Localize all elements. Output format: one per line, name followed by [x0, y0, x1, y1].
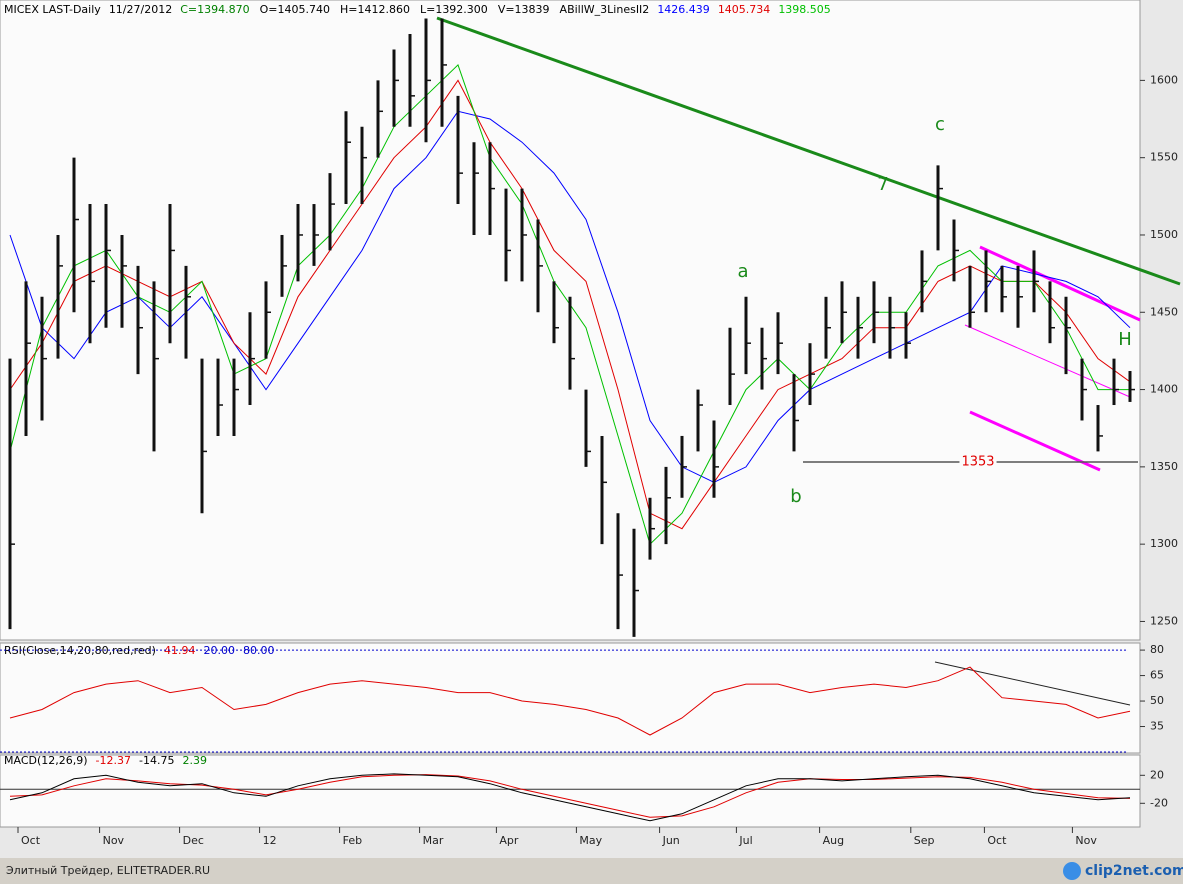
ma-readout: 1426.439	[657, 3, 710, 16]
footer-bar	[0, 858, 1183, 884]
x-tick-label: Oct	[21, 834, 41, 847]
x-tick-label: Mar	[423, 834, 444, 847]
y-tick-label: 1350	[1150, 460, 1178, 473]
footer-text: Элитный Трейдер, ELITETRADER.RU	[6, 864, 210, 877]
header-field: ABillW_3LinesII2	[560, 3, 650, 16]
annotation: H	[1118, 329, 1132, 350]
y-tick-label: 80	[1150, 643, 1164, 656]
annotation: c	[935, 114, 945, 135]
study-title: RSI(Close,14,20,80,red,red)	[4, 644, 156, 657]
x-tick-label: Nov	[1075, 834, 1097, 847]
x-tick-label: May	[579, 834, 602, 847]
y-tick-label: 1450	[1150, 305, 1178, 318]
x-tick-label: Aug	[823, 834, 844, 847]
y-tick-label: 1600	[1150, 73, 1178, 86]
x-tick-label: Jul	[738, 834, 752, 847]
x-tick-label: Nov	[103, 834, 125, 847]
header-field: C=1394.870	[180, 3, 249, 16]
channel-line	[969, 410, 1101, 472]
x-tick-label: 12	[263, 834, 277, 847]
study-value: -12.37	[96, 754, 131, 767]
annotation-bg	[959, 454, 997, 470]
logo-text: clip2net.com	[1085, 863, 1183, 879]
x-tick-label: Dec	[183, 834, 204, 847]
y-tick-label: 20	[1150, 768, 1164, 781]
header-field: L=1392.300	[420, 3, 488, 16]
header-field: 11/27/2012	[109, 3, 172, 16]
ma-readout: 1398.505	[778, 3, 831, 16]
moving-average	[9, 110, 1131, 483]
annotation: b	[790, 486, 801, 507]
x-tick-label: Feb	[343, 834, 362, 847]
level-label: 80.00	[243, 644, 275, 657]
header-field: V=13839	[498, 3, 550, 16]
study-title: MACD(12,26,9)	[4, 754, 88, 767]
x-tick-label: Jun	[662, 834, 680, 847]
y-tick-label: 1400	[1150, 383, 1178, 396]
annotation: a	[737, 261, 748, 282]
y-tick-label: 35	[1150, 720, 1164, 733]
rsi-trend-line	[934, 661, 1131, 706]
x-tick-label: Apr	[499, 834, 519, 847]
study-line	[9, 774, 1131, 818]
macd-panel	[0, 754, 1141, 828]
study-value: 41.94	[164, 644, 196, 657]
y-tick-label: 65	[1150, 669, 1164, 682]
header-field: O=1405.740	[260, 3, 330, 16]
y-tick-label: 50	[1150, 694, 1164, 707]
moving-average	[9, 79, 1131, 530]
y-tick-label: 1300	[1150, 537, 1178, 550]
x-tick-label: Oct	[987, 834, 1007, 847]
channel-line	[979, 245, 1141, 322]
header-field: H=1412.860	[340, 3, 410, 16]
study-line	[9, 773, 1131, 822]
trend-line	[436, 16, 1181, 286]
level-label: 20.00	[203, 644, 235, 657]
logo-icon	[1063, 862, 1081, 880]
y-tick-label: 1550	[1150, 151, 1178, 164]
y-tick-label: 1250	[1150, 614, 1178, 627]
x-tick-label: Sep	[914, 834, 935, 847]
annotation: 7	[877, 174, 888, 195]
header-field: MICEX LAST-Daily	[4, 3, 101, 16]
rsi-panel	[0, 642, 1141, 754]
y-tick-label: -20	[1150, 796, 1168, 809]
study-value: 2.39	[182, 754, 207, 767]
y-tick-label: 1500	[1150, 228, 1178, 241]
ma-readout: 1405.734	[718, 3, 771, 16]
study-line	[9, 666, 1131, 736]
annotation: 1353	[961, 455, 994, 470]
channel-line	[964, 324, 1131, 398]
study-value: -14.75	[139, 754, 174, 767]
